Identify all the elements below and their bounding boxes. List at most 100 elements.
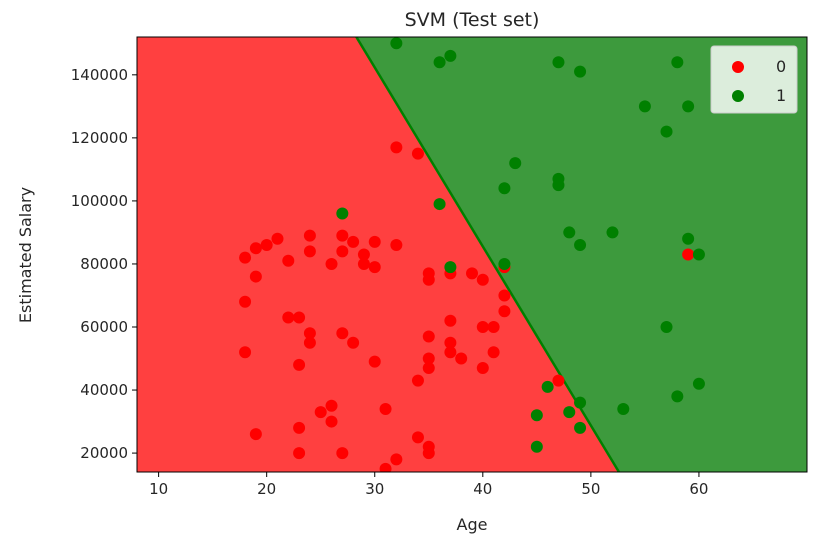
- point-class-0-47: [422, 361, 435, 374]
- point-class-0-31: [336, 327, 349, 340]
- y-tick-label: 20000: [80, 444, 128, 462]
- point-class-1-19: [692, 248, 705, 261]
- legend-label-class-1: 1: [776, 86, 786, 105]
- point-class-0-6: [239, 295, 252, 308]
- point-class-0-56: [476, 361, 489, 374]
- point-class-1-14: [336, 207, 349, 220]
- point-class-1-26: [530, 409, 543, 422]
- point-class-1-30: [574, 421, 587, 434]
- point-class-0-2: [260, 239, 273, 252]
- point-class-0-3: [271, 232, 284, 245]
- point-class-1-12: [552, 179, 565, 192]
- point-class-1-1: [433, 56, 446, 69]
- point-class-0-19: [336, 447, 349, 460]
- point-class-0-54: [476, 273, 489, 286]
- point-class-0-30: [390, 239, 403, 252]
- decision-region-class-0: [137, 37, 619, 472]
- point-class-0-45: [422, 330, 435, 343]
- point-class-0-20: [303, 229, 316, 242]
- point-class-0-22: [325, 257, 338, 270]
- decision-region-class-1: [356, 37, 807, 472]
- point-class-1-0: [390, 37, 403, 50]
- point-class-0-49: [444, 314, 457, 327]
- point-class-1-9: [509, 157, 522, 170]
- x-tick-label: 20: [257, 480, 276, 498]
- y-tick-label: 40000: [80, 381, 128, 399]
- x-tick-label: 10: [149, 480, 168, 498]
- point-class-0-50: [444, 336, 457, 349]
- point-class-0-51: [444, 346, 457, 359]
- point-class-0-16: [314, 406, 327, 419]
- point-class-0-15: [293, 447, 306, 460]
- point-class-0-17: [325, 399, 338, 412]
- legend-marker-class-0: [732, 61, 744, 73]
- point-class-0-5: [282, 254, 295, 267]
- y-axis: 20000 40000 60000 80000 100000 120000 140000: [71, 66, 137, 462]
- point-class-1-3: [552, 56, 565, 69]
- point-class-1-27: [563, 406, 576, 419]
- plot-frame: [136, 36, 808, 473]
- point-class-0-39: [411, 374, 424, 387]
- x-tick-label: 60: [689, 480, 708, 498]
- point-class-0-36: [390, 453, 403, 466]
- point-class-0-63: [682, 248, 695, 261]
- point-class-0-13: [249, 428, 262, 441]
- point-class-1-4: [574, 65, 587, 78]
- point-class-0-12: [293, 358, 306, 371]
- point-class-1-10: [498, 182, 511, 195]
- x-tick-label: 50: [581, 480, 600, 498]
- point-class-0-55: [476, 321, 489, 333]
- point-class-0-34: [379, 402, 392, 415]
- point-class-0-24: [336, 245, 349, 258]
- x-tick-label: 30: [365, 480, 384, 498]
- point-class-0-60: [498, 289, 511, 302]
- x-axis: 10 20 30 40 50 60: [149, 472, 708, 498]
- point-class-1-28: [574, 396, 587, 409]
- point-class-1-21: [498, 257, 511, 270]
- point-class-0-27: [357, 257, 370, 270]
- point-class-1-24: [692, 377, 705, 390]
- point-class-0-52: [455, 352, 468, 365]
- point-class-0-18: [325, 415, 338, 428]
- y-tick-label: 120000: [71, 129, 128, 147]
- point-class-0-9: [293, 311, 306, 324]
- point-class-1-6: [638, 100, 651, 113]
- point-class-1-2: [444, 49, 457, 62]
- point-class-0-58: [487, 346, 500, 359]
- point-class-0-0: [239, 251, 252, 264]
- point-class-0-1: [249, 242, 262, 255]
- point-class-0-37: [390, 141, 403, 154]
- point-class-0-57: [487, 321, 500, 333]
- y-tick-label: 140000: [71, 66, 128, 84]
- point-class-0-11: [303, 336, 316, 349]
- point-class-1-22: [660, 321, 673, 333]
- point-class-0-42: [422, 447, 435, 460]
- y-axis-label: Estimated Salary: [16, 187, 35, 323]
- point-class-1-16: [606, 226, 619, 239]
- point-class-1-15: [563, 226, 576, 239]
- point-class-0-62: [552, 374, 565, 387]
- point-class-0-8: [282, 311, 295, 324]
- point-class-1-20: [444, 261, 457, 274]
- x-axis-label: Age: [457, 515, 488, 534]
- point-class-1-8: [660, 125, 673, 138]
- point-class-0-32: [347, 336, 360, 349]
- legend: 0 1: [710, 45, 798, 114]
- chart-title: SVM (Test set): [405, 9, 540, 31]
- point-class-1-13: [433, 198, 446, 211]
- point-class-1-31: [530, 440, 543, 453]
- point-class-0-23: [336, 229, 349, 242]
- point-class-0-44: [422, 273, 435, 286]
- y-tick-label: 80000: [80, 255, 128, 273]
- point-class-0-29: [368, 261, 381, 274]
- x-tick-label: 40: [473, 480, 492, 498]
- point-class-0-26: [357, 248, 370, 261]
- point-class-1-23: [541, 380, 554, 393]
- y-tick-label: 100000: [71, 192, 128, 210]
- point-class-0-40: [411, 431, 424, 444]
- legend-label-class-0: 0: [776, 57, 786, 76]
- point-class-0-4: [249, 270, 262, 283]
- legend-marker-class-1: [732, 90, 744, 102]
- point-class-0-10: [303, 327, 316, 340]
